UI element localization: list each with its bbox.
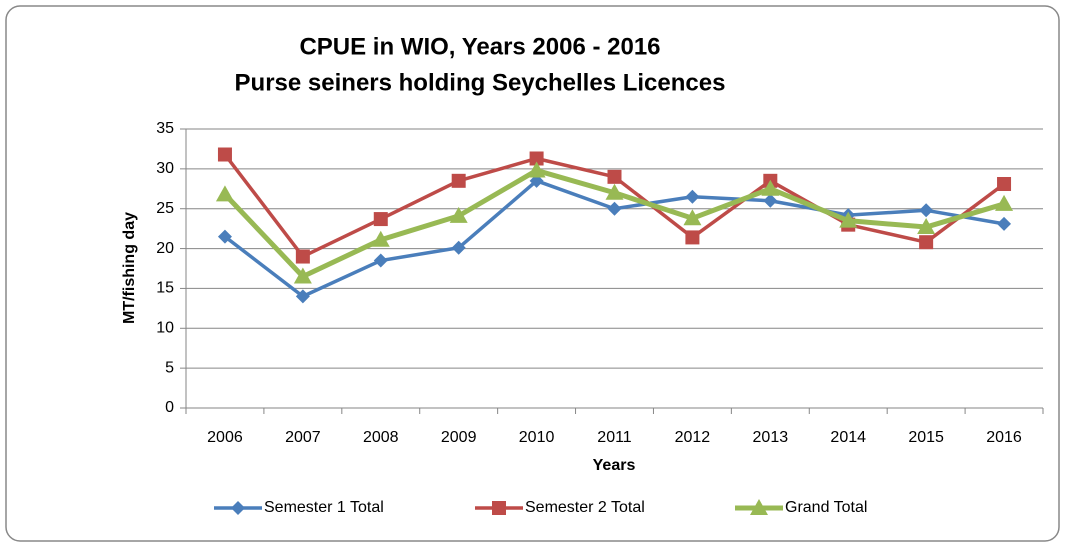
chart-frame — [5, 5, 1060, 542]
y-tick-label: 5 — [165, 359, 174, 376]
marker — [607, 169, 622, 184]
legend-label: Grand Total — [785, 499, 867, 516]
y-tick-label: 25 — [156, 200, 174, 217]
marker — [997, 216, 1012, 231]
marker — [451, 173, 466, 188]
marker — [217, 229, 232, 244]
marker — [917, 218, 936, 235]
legend-label: Semester 1 Total — [264, 499, 384, 516]
marker — [605, 183, 624, 200]
y-tick-label: 20 — [156, 240, 174, 257]
marker — [750, 499, 768, 515]
marker — [451, 240, 466, 255]
x-tick-label: 2014 — [830, 429, 866, 446]
x-tick-label: 2009 — [441, 429, 477, 446]
x-tick-label: 2010 — [519, 429, 555, 446]
marker — [527, 161, 546, 178]
marker — [295, 289, 310, 304]
x-tick-label: 2013 — [753, 429, 789, 446]
x-tick-label: 2008 — [363, 429, 399, 446]
y-tick-label: 15 — [156, 280, 174, 297]
marker — [492, 501, 506, 515]
y-tick-label: 0 — [165, 399, 174, 416]
x-tick-label: 2011 — [597, 429, 632, 446]
marker — [373, 212, 388, 227]
marker — [761, 179, 780, 196]
marker — [683, 209, 702, 226]
marker — [373, 253, 388, 268]
x-axis-title: Years — [593, 457, 636, 474]
y-tick-label: 35 — [156, 120, 174, 137]
y-tick-label: 10 — [156, 320, 174, 337]
marker — [293, 267, 312, 284]
marker — [919, 203, 934, 218]
marker — [839, 211, 858, 228]
y-tick-label: 30 — [156, 160, 174, 177]
marker — [763, 193, 778, 208]
chart-title: CPUE in WIO, Years 2006 - 2016 — [299, 33, 660, 60]
y-axis-title: MT/fishing day — [121, 212, 138, 324]
marker — [995, 194, 1014, 211]
marker — [685, 230, 700, 245]
legend-label: Semester 2 Total — [525, 499, 645, 516]
marker — [449, 206, 468, 223]
x-tick-label: 2015 — [908, 429, 944, 446]
x-tick-label: 2012 — [675, 429, 711, 446]
marker — [529, 151, 544, 166]
marker — [295, 249, 310, 264]
x-tick-label: 2007 — [285, 429, 321, 446]
marker — [685, 189, 700, 204]
marker — [607, 201, 622, 216]
marker — [231, 501, 245, 515]
x-tick-label: 2016 — [986, 429, 1022, 446]
marker — [997, 177, 1012, 192]
x-tick-label: 2006 — [207, 429, 243, 446]
marker — [215, 185, 234, 202]
marker — [919, 235, 934, 250]
chart-subtitle: Purse seiners holding Seychelles Licence… — [235, 69, 726, 96]
marker — [371, 230, 390, 247]
marker — [217, 147, 232, 162]
